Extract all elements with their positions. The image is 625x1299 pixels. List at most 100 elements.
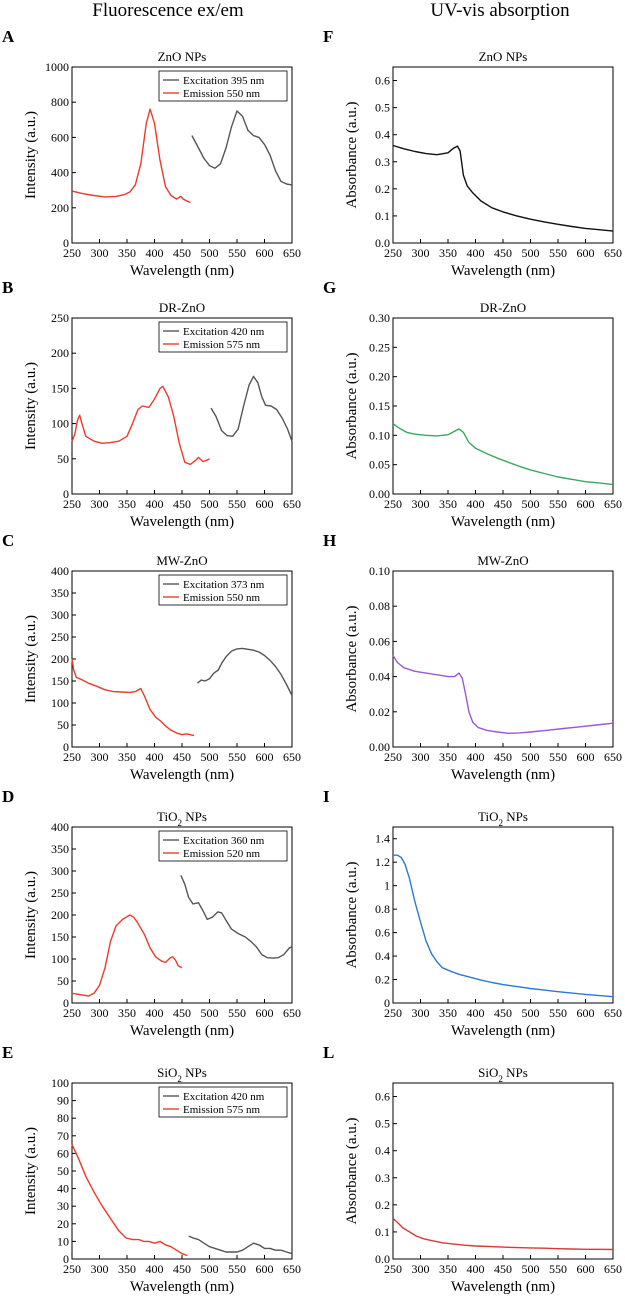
y-tick-label: 50	[57, 1164, 69, 1178]
x-tick-label: 300	[91, 750, 109, 764]
y-tick-label: 600	[51, 130, 69, 144]
y-tick-label: 1000	[45, 60, 69, 74]
panel-f: F ZnO NPs 250 300 350 400 450 500 550 600 650 0.0 0.…	[323, 27, 622, 279]
x-tick-label: 250	[63, 750, 81, 764]
panel-h: H MW-ZnO 250 300 350 400 450 500 550 600 650 0.00 0.…	[323, 531, 622, 783]
y-tick-label: 0.00	[369, 487, 390, 501]
x-tick-label: 400	[467, 750, 485, 764]
x-axis-label: Wavelength (nm)	[130, 263, 234, 279]
plot-frame	[392, 1082, 614, 1260]
x-tick-label: 400	[467, 1006, 485, 1020]
x-tick-label: 650	[283, 497, 301, 511]
series-line-2	[71, 108, 191, 204]
x-tick-label: 400	[146, 1006, 164, 1020]
x-axis-label: Wavelength (nm)	[451, 514, 555, 530]
x-tick-label: 500	[522, 1006, 540, 1020]
panel-letter: A	[2, 27, 15, 46]
legend-label: Excitation 420 nm	[183, 326, 265, 338]
x-tick-label: 650	[283, 1262, 301, 1276]
x-tick-label: 500	[201, 1006, 219, 1020]
x-tick-label: 450	[494, 497, 512, 511]
x-tick-label: 450	[173, 750, 191, 764]
x-tick-label: 500	[522, 497, 540, 511]
y-tick-label: 0.06	[369, 634, 390, 648]
series-line-1	[210, 375, 293, 442]
y-tick-label: 0.10	[369, 428, 390, 442]
y-tick-label: 0	[63, 740, 69, 754]
plot-frame	[392, 66, 614, 244]
x-axis-label: Wavelength (nm)	[451, 1023, 555, 1039]
y-tick-label: 0.3	[375, 155, 390, 169]
y-tick-label: 0.1	[375, 1225, 390, 1239]
y-tick-label: 150	[51, 930, 69, 944]
y-tick-label: 0.00	[369, 740, 390, 754]
x-tick-label: 600	[577, 750, 595, 764]
y-tick-label: 0.08	[369, 599, 390, 613]
x-tick-label: 550	[549, 1262, 567, 1276]
y-tick-label: 350	[51, 586, 69, 600]
panel-letter: D	[2, 787, 14, 806]
x-axis-label: Wavelength (nm)	[130, 767, 234, 783]
x-tick-label: 250	[63, 246, 81, 260]
y-tick-label: 0.02	[369, 705, 390, 719]
y-tick-label: 200	[51, 908, 69, 922]
x-tick-label: 400	[146, 246, 164, 260]
y-tick-label: 0.5	[375, 101, 390, 115]
x-tick-label: 350	[439, 1006, 457, 1020]
x-axis-label: Wavelength (nm)	[451, 1279, 555, 1295]
panel-letter: G	[323, 278, 336, 297]
x-tick-label: 650	[604, 246, 622, 260]
x-tick-label: 450	[494, 246, 512, 260]
legend-label: Emission 575 nm	[183, 1104, 260, 1116]
x-tick-label: 450	[494, 1006, 512, 1020]
y-tick-label: 200	[51, 346, 69, 360]
x-tick-label: 500	[522, 750, 540, 764]
x-tick-label: 250	[384, 750, 402, 764]
x-tick-label: 500	[522, 246, 540, 260]
y-tick-label: 0	[63, 236, 69, 250]
panel-b: B DR-ZnO 250 300 350 400 450 500 550 600 650 0 50 100…	[2, 278, 301, 530]
y-axis-label: Absorbance (a.u.)	[344, 1117, 360, 1224]
y-tick-label: 50	[57, 718, 69, 732]
series-line-1	[188, 1235, 293, 1255]
y-tick-label: 800	[51, 95, 69, 109]
x-tick-label: 650	[604, 1006, 622, 1020]
y-axis-label: Absorbance (a.u.)	[344, 605, 360, 712]
y-tick-label: 1	[384, 879, 390, 893]
y-tick-label: 80	[57, 1111, 69, 1125]
x-tick-label: 400	[146, 497, 164, 511]
x-tick-label: 300	[412, 1262, 430, 1276]
legend-label: Emission 575 nm	[183, 339, 260, 351]
y-tick-label: 20	[57, 1217, 69, 1231]
y-tick-label: 400	[51, 166, 69, 180]
x-tick-label: 550	[228, 1262, 246, 1276]
x-tick-label: 600	[256, 750, 274, 764]
y-tick-label: 350	[51, 842, 69, 856]
y-tick-label: 60	[57, 1146, 69, 1160]
panel-title: MW-ZnO	[156, 553, 207, 568]
header-left: Fluorescence ex/em	[92, 0, 244, 21]
x-tick-label: 250	[63, 497, 81, 511]
legend-label: Excitation 373 nm	[183, 579, 265, 591]
panel-title: DR-ZnO	[159, 300, 205, 315]
y-tick-label: 70	[57, 1129, 69, 1143]
x-axis-label: Wavelength (nm)	[451, 263, 555, 279]
y-axis-label: Intensity (a.u.)	[23, 362, 39, 450]
y-tick-label: 400	[51, 820, 69, 834]
y-tick-label: 0.6	[375, 74, 390, 88]
panel-title: TiO2 NPs	[157, 809, 207, 828]
legend-box	[158, 70, 288, 102]
y-tick-label: 0.1	[375, 209, 390, 223]
series-line-1	[191, 110, 293, 186]
legend-label: Emission 550 nm	[183, 88, 260, 100]
x-tick-label: 600	[256, 497, 274, 511]
legend-label: Excitation 360 nm	[183, 835, 265, 847]
x-tick-label: 600	[577, 1006, 595, 1020]
y-tick-label: 250	[51, 886, 69, 900]
series-line-1	[180, 875, 293, 959]
y-tick-label: 300	[51, 608, 69, 622]
x-tick-label: 650	[283, 750, 301, 764]
x-tick-label: 600	[256, 246, 274, 260]
